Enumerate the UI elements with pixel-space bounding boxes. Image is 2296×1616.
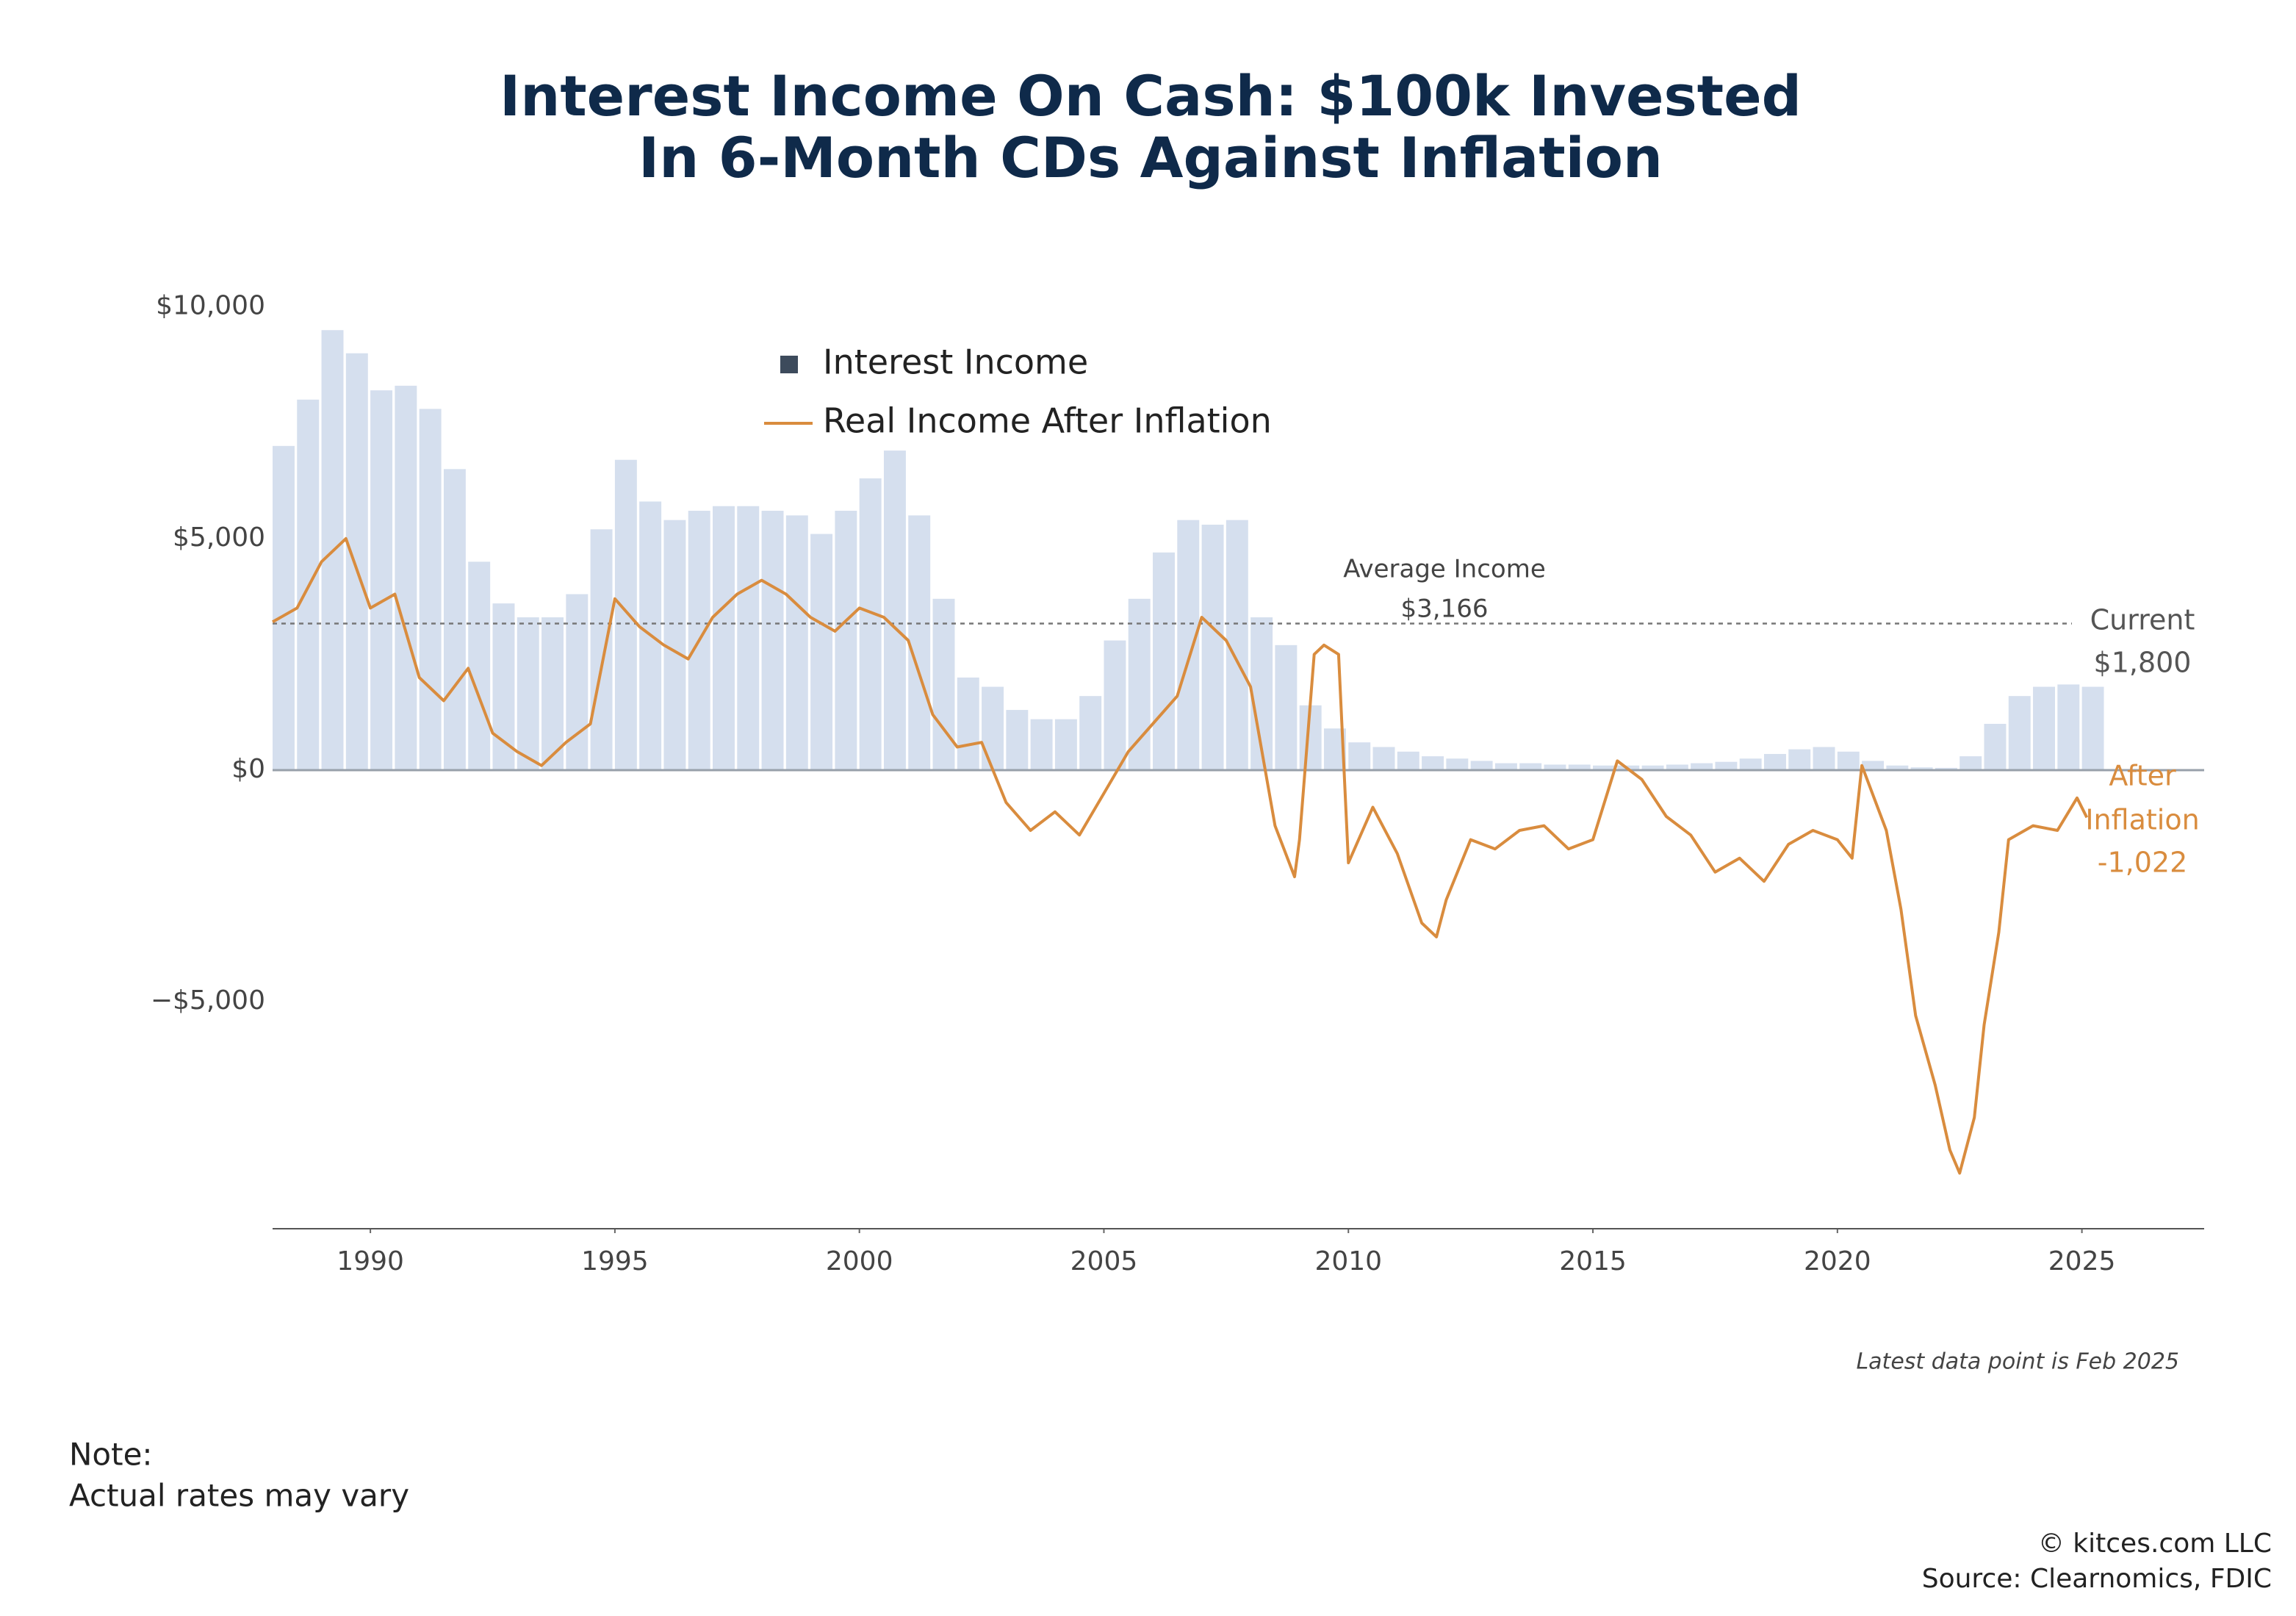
annotation: $3,166 (1401, 595, 1489, 624)
x-tick-label: 2015 (1559, 1246, 1627, 1276)
bar (614, 459, 637, 771)
bar (1054, 719, 1077, 771)
bar (517, 617, 539, 771)
footer: Source: Clearnomics, FDIC (1922, 1564, 2272, 1594)
bar (1030, 719, 1053, 771)
data-note: Latest data point is Feb 2025 (1856, 1349, 2179, 1375)
y-tick-label: $5,000 (173, 522, 265, 553)
y-tick-label: $0 (231, 754, 265, 784)
bar (982, 686, 1004, 771)
x-tick-label: 2005 (1070, 1246, 1138, 1276)
bar (419, 409, 442, 771)
bar (2081, 686, 2104, 771)
bar (1372, 747, 1395, 771)
chart-title: Interest Income On Cash: $100k Invested (500, 63, 1802, 129)
bar (1666, 764, 1688, 771)
annotation: $1,800 (2094, 647, 2192, 679)
bar (492, 603, 515, 771)
bar (1446, 758, 1469, 771)
bar (1739, 758, 1762, 771)
bar (1348, 742, 1371, 771)
bar (1886, 765, 1909, 771)
line (272, 536, 2089, 1175)
legend-label: Real Income After Inflation (823, 401, 1272, 441)
bar (1470, 761, 1493, 771)
bar (1519, 763, 1542, 771)
x-tick-label: 2020 (1804, 1246, 1871, 1276)
bars (273, 330, 2104, 771)
note: Actual rates may vary (69, 1478, 409, 1514)
bar (273, 445, 295, 771)
bar (1984, 723, 2007, 771)
annotation: -1,022 (2098, 847, 2188, 879)
x-tick-label: 2025 (2048, 1246, 2116, 1276)
x-tick-label: 1995 (581, 1246, 649, 1276)
bar (1568, 764, 1591, 771)
annotation: Inflation (2085, 804, 2199, 836)
annotation: After (2109, 760, 2176, 792)
bar (395, 385, 417, 771)
bar (1079, 696, 1102, 771)
bar (1177, 520, 1200, 771)
bar (1641, 765, 1664, 771)
bar (835, 511, 857, 771)
bar (1128, 598, 1151, 771)
bar (932, 598, 955, 771)
x-tick-label: 2010 (1314, 1246, 1382, 1276)
note: Note: (69, 1437, 153, 1473)
bar (1544, 764, 1566, 771)
bar (1837, 751, 1860, 771)
bar (443, 469, 466, 771)
bar (1788, 749, 1811, 771)
bar (1862, 761, 1885, 771)
bar (1494, 763, 1517, 771)
bar (566, 594, 589, 771)
footer: © kitces.com LLC (2038, 1529, 2272, 1559)
bar (2033, 686, 2056, 771)
bar (1201, 524, 1224, 771)
bar (1153, 552, 1175, 771)
bar (859, 478, 882, 771)
x-tick-label: 2000 (826, 1246, 893, 1276)
bar (1935, 767, 1957, 771)
bar (1910, 767, 1933, 771)
bar (908, 515, 931, 771)
bar (957, 677, 979, 771)
bar (1397, 751, 1419, 771)
bar (1959, 756, 1982, 771)
chart-title: In 6-Month CDs Against Inflation (638, 125, 1663, 190)
bar (810, 534, 833, 771)
bar (541, 617, 564, 771)
bar (1691, 763, 1713, 771)
bar (785, 515, 808, 771)
bar (737, 506, 760, 771)
bar (1006, 710, 1029, 771)
legend-marker (780, 356, 798, 373)
bar (1275, 644, 1298, 771)
legend-label: Interest Income (823, 342, 1088, 382)
y-tick-label: $10,000 (156, 291, 265, 321)
bar (1422, 756, 1444, 771)
bar (1593, 765, 1615, 771)
x-tick-label: 1990 (337, 1246, 404, 1276)
annotation: Current (2090, 604, 2195, 636)
annotation: Average Income (1343, 555, 1546, 584)
y-tick-label: −$5,000 (151, 985, 265, 1016)
bar (1813, 747, 1835, 771)
bar (663, 520, 686, 771)
bar (761, 511, 784, 771)
bar (713, 506, 735, 771)
bar (345, 353, 368, 771)
bar (883, 450, 906, 771)
bar (370, 390, 393, 771)
bar (1715, 761, 1738, 771)
bar (2008, 696, 2031, 771)
bar (468, 561, 491, 771)
bar (1104, 640, 1126, 771)
bar (2057, 684, 2080, 771)
bar (1763, 753, 1786, 771)
bar (590, 529, 613, 771)
